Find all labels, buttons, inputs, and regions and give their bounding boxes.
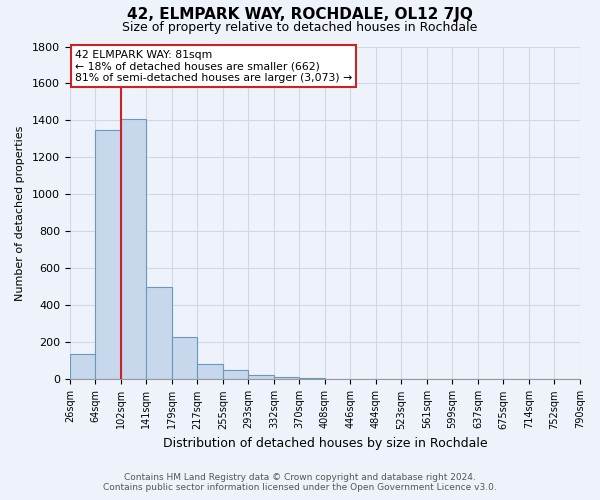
Text: 42, ELMPARK WAY, ROCHDALE, OL12 7JQ: 42, ELMPARK WAY, ROCHDALE, OL12 7JQ bbox=[127, 8, 473, 22]
Bar bbox=[146, 287, 172, 380]
Bar bbox=[95, 130, 121, 380]
Bar bbox=[223, 370, 248, 380]
Text: 42 ELMPARK WAY: 81sqm
← 18% of detached houses are smaller (662)
81% of semi-det: 42 ELMPARK WAY: 81sqm ← 18% of detached … bbox=[75, 50, 352, 83]
Bar bbox=[121, 118, 146, 380]
Bar bbox=[70, 354, 95, 380]
Text: Size of property relative to detached houses in Rochdale: Size of property relative to detached ho… bbox=[122, 21, 478, 34]
Bar bbox=[299, 378, 325, 380]
Bar bbox=[197, 364, 223, 380]
Bar bbox=[248, 375, 274, 380]
X-axis label: Distribution of detached houses by size in Rochdale: Distribution of detached houses by size … bbox=[163, 437, 487, 450]
Bar bbox=[325, 378, 350, 380]
Bar bbox=[274, 376, 299, 380]
Text: Contains HM Land Registry data © Crown copyright and database right 2024.
Contai: Contains HM Land Registry data © Crown c… bbox=[103, 473, 497, 492]
Bar bbox=[172, 337, 197, 380]
Y-axis label: Number of detached properties: Number of detached properties bbox=[15, 126, 25, 300]
